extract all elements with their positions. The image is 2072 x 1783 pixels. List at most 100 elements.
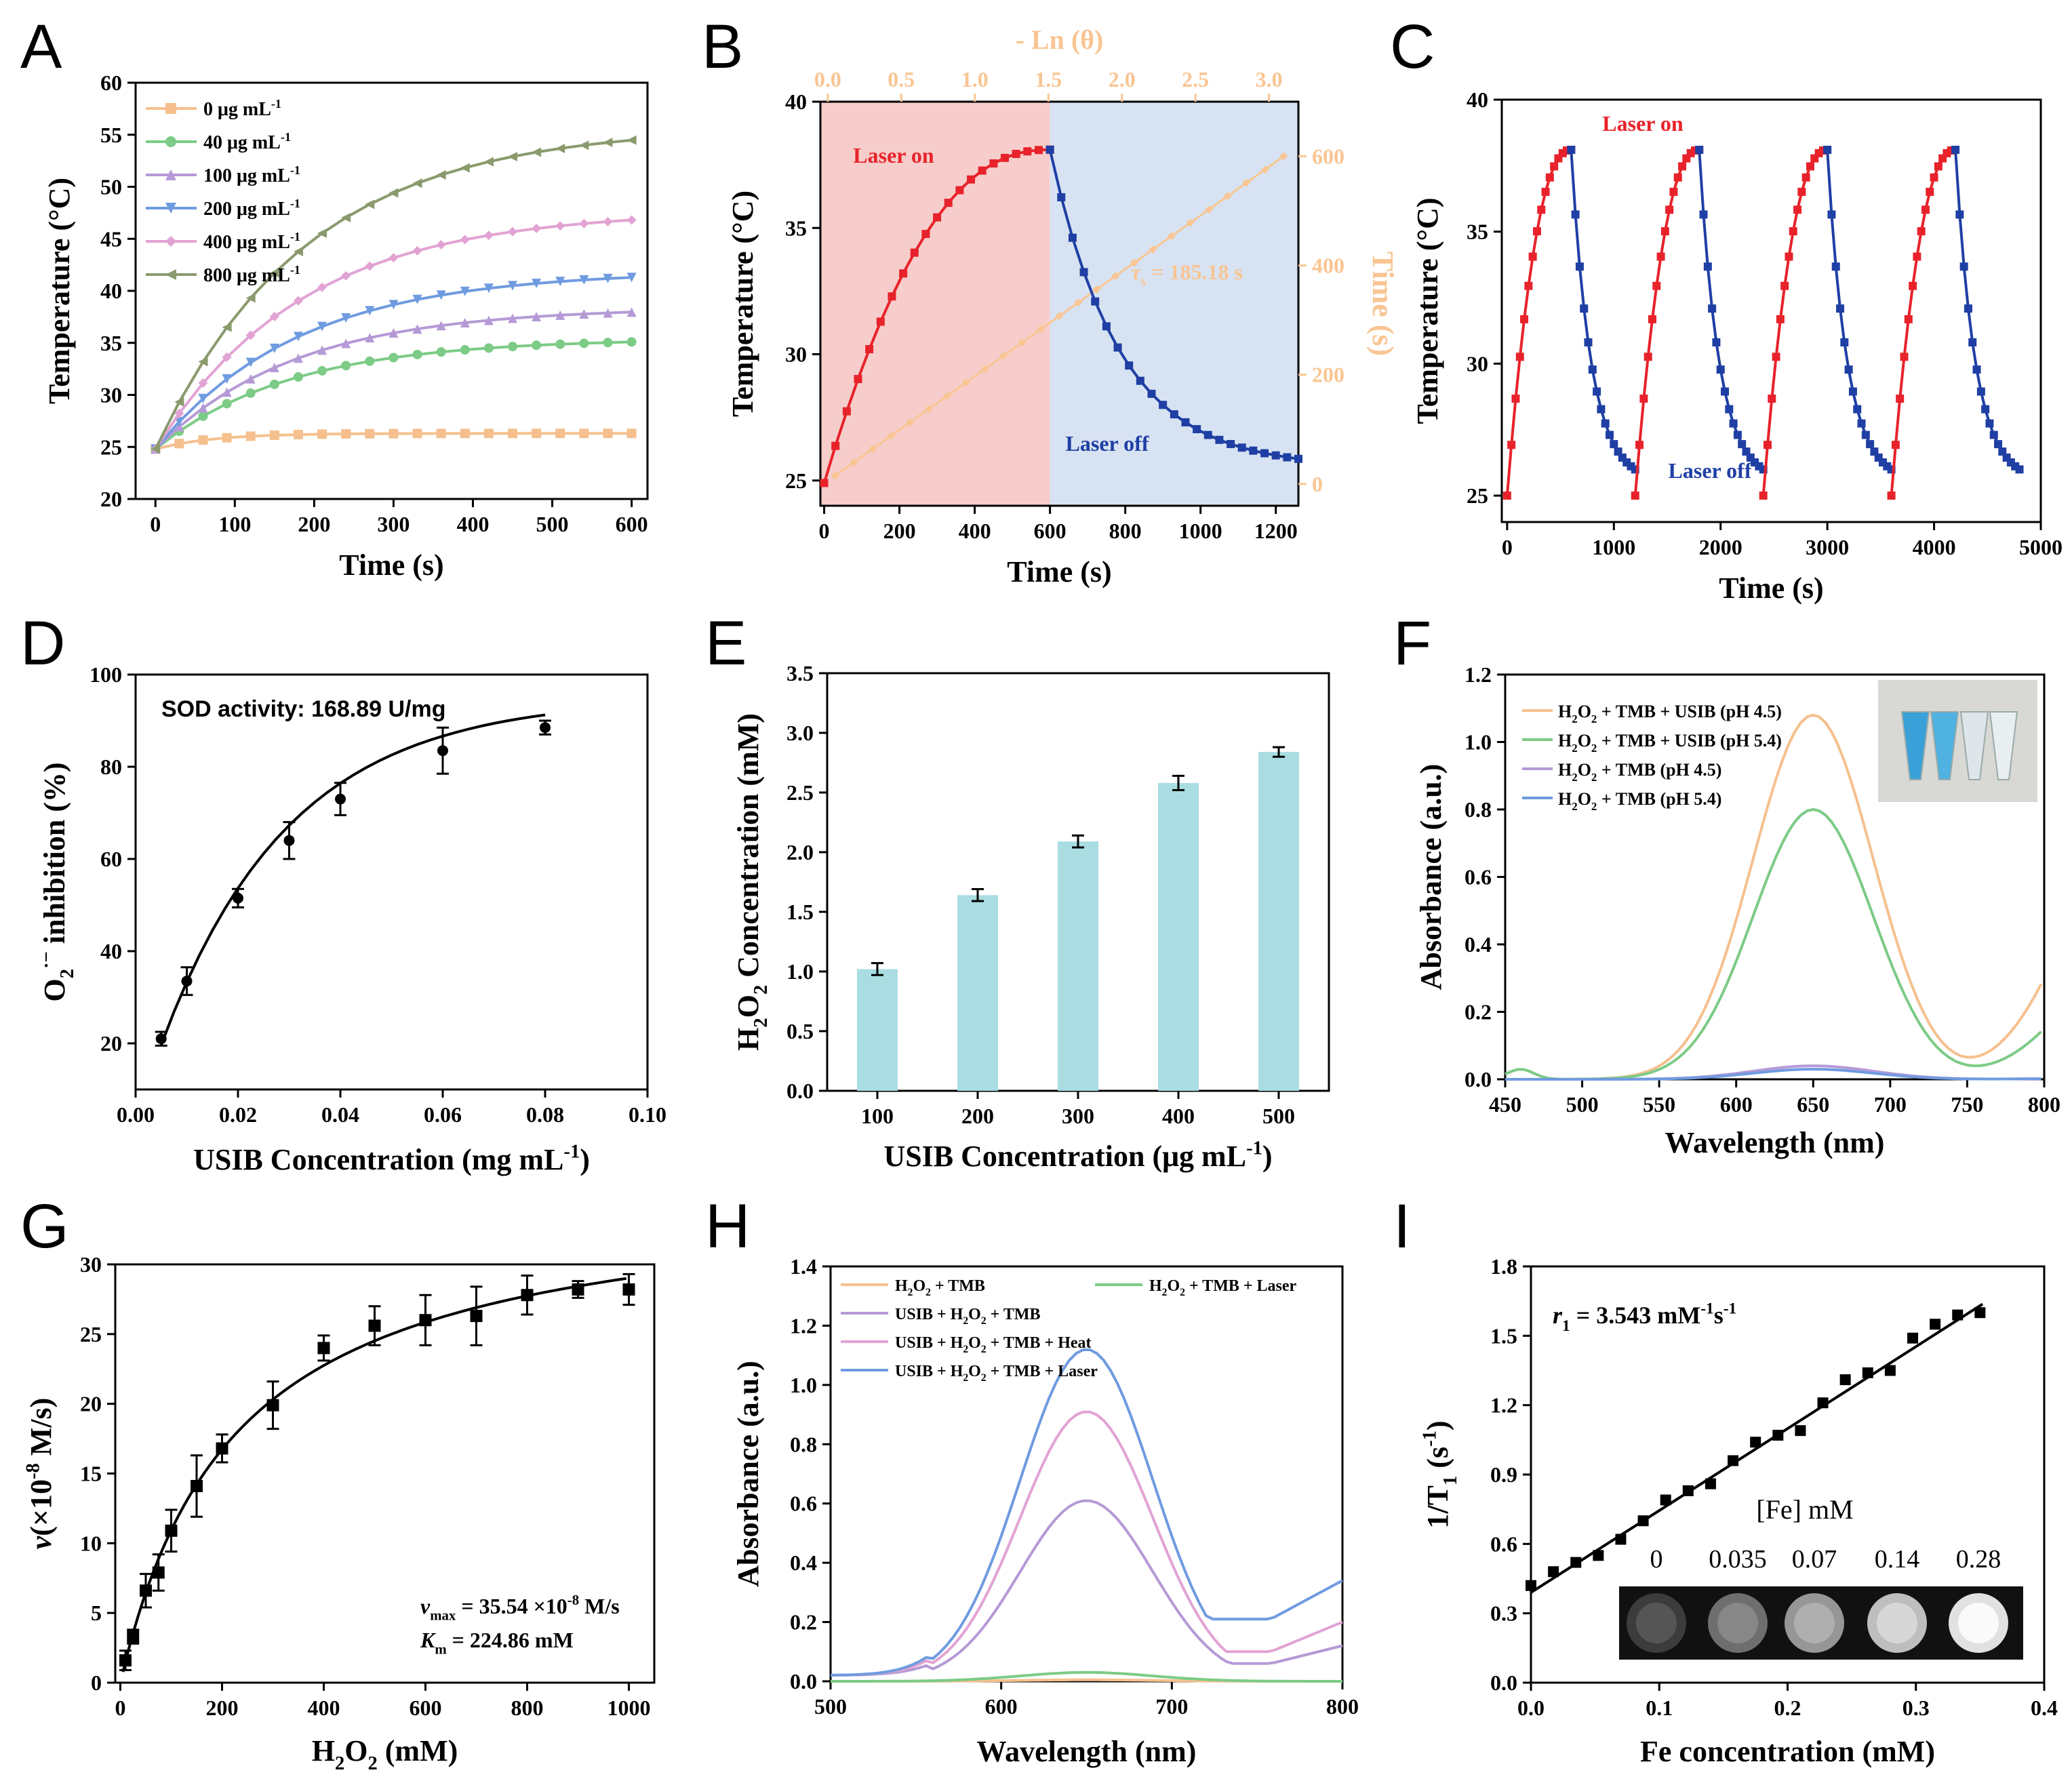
data-point (1283, 453, 1292, 462)
text-part: 2 (751, 985, 772, 995)
data-point (245, 374, 256, 384)
x-tick-label: 550 (1643, 1092, 1675, 1117)
data-point (1205, 205, 1214, 214)
data-point (483, 157, 494, 167)
data-point (1738, 440, 1747, 449)
data-point (1537, 205, 1546, 214)
text-part: H (1558, 760, 1572, 780)
data-point (127, 1630, 140, 1643)
data-point (388, 188, 399, 198)
text-part: H (732, 1028, 765, 1051)
data-point (924, 405, 933, 414)
inset-label: 0.035 (1709, 1545, 1767, 1574)
annotation: Laser on (1602, 111, 1684, 136)
annotation: Laser off (1066, 431, 1149, 456)
data-point (1750, 1437, 1761, 1448)
data-point (1571, 210, 1580, 219)
y-axis-label: 1/T1 (s-1) (1419, 1420, 1461, 1528)
y-tick-label: 35 (100, 331, 122, 355)
data-point (1909, 281, 1917, 290)
data-point (1695, 145, 1704, 154)
x-tick-label: 800 (1326, 1694, 1359, 1719)
text-part: 2 (367, 1753, 377, 1774)
data-point (412, 428, 422, 439)
data-point (1588, 365, 1597, 374)
data-point (850, 458, 858, 467)
data-point (1193, 424, 1201, 433)
top-tick-label: 0.5 (888, 67, 915, 92)
data-point (2015, 465, 2024, 474)
text-part: 2 (1572, 800, 1577, 813)
series-line (830, 1348, 1343, 1677)
x-axis-label: USIB Concentration (mg mL-1) (193, 1141, 590, 1176)
data-point (1045, 145, 1054, 154)
data-point (899, 269, 908, 278)
y-axis-label: ν(×10-8 M/s) (22, 1398, 58, 1550)
data-point (483, 231, 494, 241)
x-tick-label: 600 (1034, 519, 1067, 543)
data-point (521, 1289, 534, 1302)
data-point (269, 268, 279, 278)
data-point (1091, 297, 1100, 306)
y-tick-label: 80 (100, 755, 122, 779)
x-tick-label: 400 (456, 512, 489, 536)
data-point (1848, 387, 1857, 396)
data-point (436, 347, 446, 357)
data-point (437, 745, 448, 757)
data-point (854, 375, 862, 384)
data-point (365, 261, 375, 271)
text-part: s (1714, 1302, 1724, 1329)
text-part: 40 μg mL (203, 132, 281, 153)
text-part: = 35.54 ×10 (456, 1594, 567, 1618)
data-point (1801, 173, 1810, 182)
data-point (412, 324, 422, 334)
text-part: 2 (1572, 771, 1577, 784)
data-point (1930, 1319, 1941, 1330)
data-point (1147, 389, 1156, 398)
data-point (1102, 322, 1111, 331)
y-tick-label: 25 (80, 1322, 102, 1346)
data-point (317, 321, 327, 332)
data-point (341, 313, 351, 323)
data-point (820, 479, 829, 487)
data-point (460, 235, 470, 245)
x-axis-label: USIB Concentration (μg mL-1) (883, 1138, 1272, 1173)
data-point (1223, 192, 1232, 201)
top-tick-label: 3.0 (1256, 67, 1283, 92)
x-tick-label: 100 (218, 512, 251, 536)
data-point (1601, 419, 1610, 428)
x-axis-label: Fe concentration (mM) (1640, 1735, 1935, 1768)
x-tick-label: 200 (961, 1104, 994, 1128)
text-part: 2 (1591, 713, 1597, 725)
text-part: ) (580, 1143, 590, 1176)
y-tick-label: 1.0 (790, 1373, 817, 1397)
x-tick-label: 650 (1797, 1092, 1829, 1117)
data-point (1763, 441, 1772, 449)
text-part: -1 (281, 130, 291, 144)
x-axis-label: H2O2 (mM) (312, 1734, 458, 1774)
data-point (1092, 285, 1101, 294)
data-point (1934, 162, 1942, 171)
data-point (483, 283, 494, 294)
text-part: 2 (1572, 713, 1577, 725)
data-point (198, 378, 208, 388)
data-point (293, 430, 303, 440)
text-part: K (420, 1628, 437, 1652)
data-point (419, 1314, 432, 1327)
mri-sample-core (1636, 1603, 1677, 1643)
data-point (532, 340, 542, 350)
data-point (1891, 441, 1900, 449)
x-tick-label: 0.1 (1646, 1696, 1673, 1720)
data-point (317, 429, 327, 439)
data-point (1036, 325, 1045, 334)
text-part: (mM) (378, 1734, 458, 1767)
data-point (626, 337, 637, 347)
data-point (1959, 262, 1968, 271)
data-point (198, 435, 208, 445)
data-point (1507, 441, 1516, 449)
data-point (1656, 252, 1665, 261)
text-part: 2 (335, 1753, 344, 1774)
plot-frame (1500, 98, 2042, 523)
